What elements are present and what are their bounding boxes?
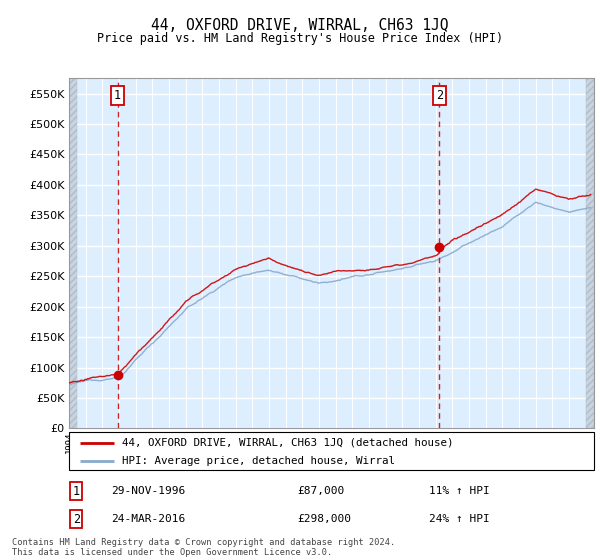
Bar [69,78,77,428]
Text: 2: 2 [73,512,80,526]
Text: 29-NOV-1996: 29-NOV-1996 [111,486,185,496]
FancyBboxPatch shape [69,432,594,470]
Text: 1: 1 [114,89,121,102]
Bar [586,78,594,428]
Text: 1: 1 [73,484,80,498]
Text: 44, OXFORD DRIVE, WIRRAL, CH63 1JQ (detached house): 44, OXFORD DRIVE, WIRRAL, CH63 1JQ (deta… [121,438,453,448]
Text: Contains HM Land Registry data © Crown copyright and database right 2024.
This d: Contains HM Land Registry data © Crown c… [12,538,395,557]
Text: 24-MAR-2016: 24-MAR-2016 [111,514,185,524]
Text: Price paid vs. HM Land Registry's House Price Index (HPI): Price paid vs. HM Land Registry's House … [97,32,503,45]
Text: 11% ↑ HPI: 11% ↑ HPI [429,486,490,496]
Text: £87,000: £87,000 [297,486,344,496]
Text: 44, OXFORD DRIVE, WIRRAL, CH63 1JQ: 44, OXFORD DRIVE, WIRRAL, CH63 1JQ [151,18,449,33]
Text: £298,000: £298,000 [297,514,351,524]
Text: 24% ↑ HPI: 24% ↑ HPI [429,514,490,524]
Text: 2: 2 [436,89,443,102]
Text: HPI: Average price, detached house, Wirral: HPI: Average price, detached house, Wirr… [121,456,395,466]
